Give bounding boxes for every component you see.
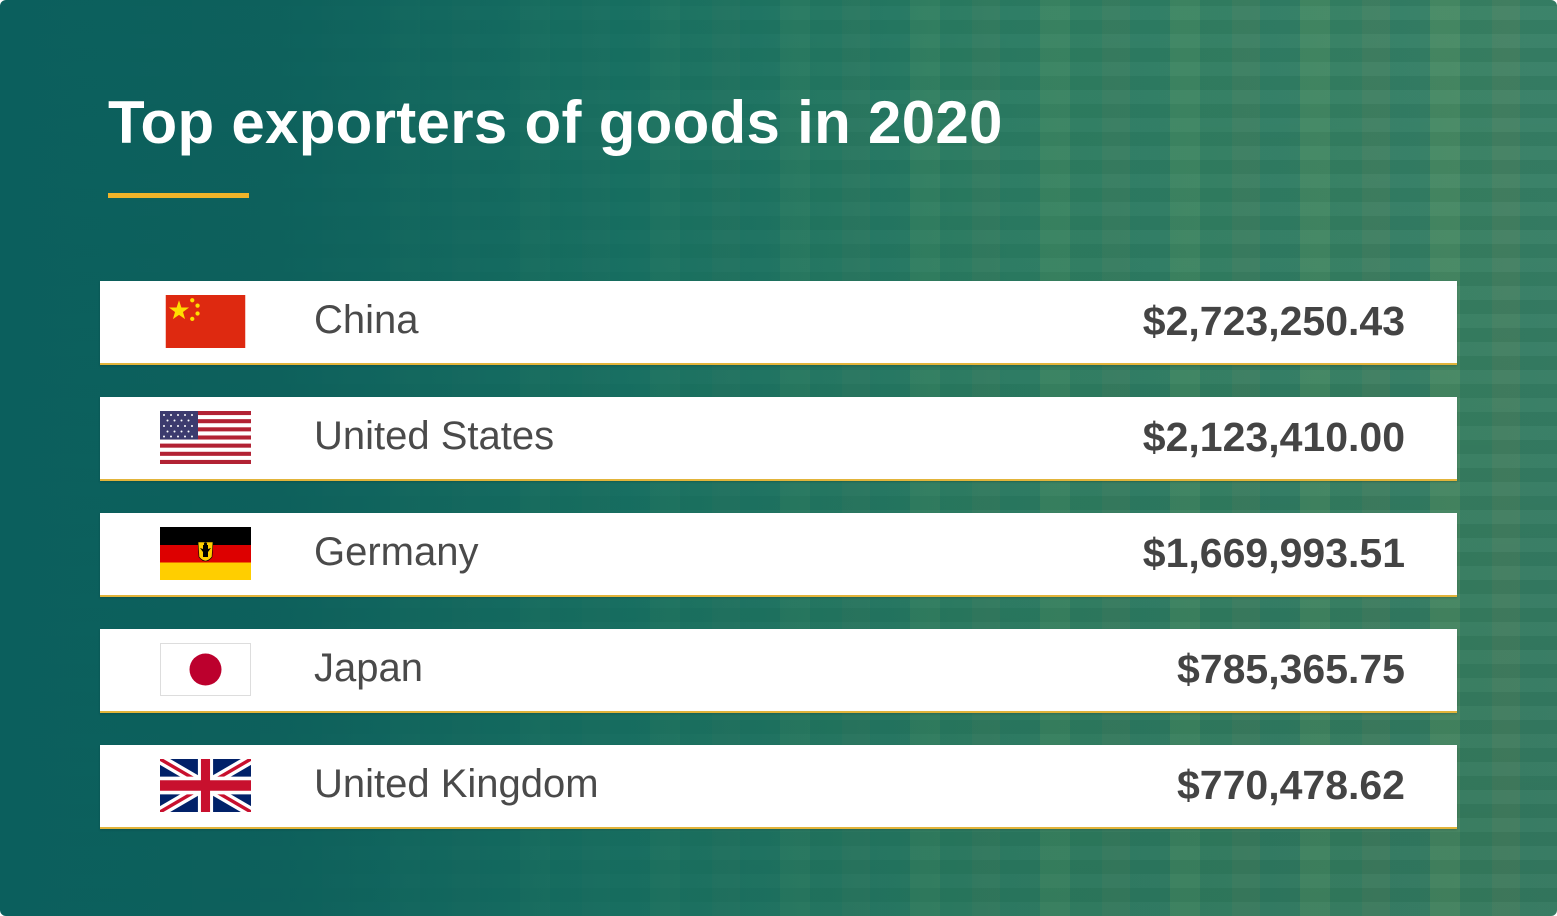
usa-flag-icon bbox=[160, 411, 251, 464]
country-name: United States bbox=[314, 414, 555, 458]
export-value: $770,478.62 bbox=[1176, 762, 1405, 808]
list-item-china: China $2,723,250.43 bbox=[100, 281, 1457, 365]
list-item-united-kingdom: United Kingdom $770,478.62 bbox=[100, 745, 1457, 829]
list-item-germany: Germany $1,669,993.51 bbox=[100, 513, 1457, 597]
china-flag-icon bbox=[165, 295, 246, 348]
country-name: United Kingdom bbox=[314, 762, 599, 806]
export-value: $1,669,993.51 bbox=[1142, 530, 1405, 576]
germany-flag-icon bbox=[160, 527, 251, 580]
export-value: $2,123,410.00 bbox=[1142, 414, 1405, 460]
japan-flag-icon bbox=[160, 643, 251, 696]
page-title: Top exporters of goods in 2020 bbox=[108, 89, 1003, 156]
country-name: Japan bbox=[314, 646, 423, 690]
export-value: $785,365.75 bbox=[1176, 646, 1405, 692]
list-item-united-states: United States $2,123,410.00 bbox=[100, 397, 1457, 481]
country-name: Germany bbox=[314, 530, 479, 574]
exporters-list: China $2,723,250.43 bbox=[100, 281, 1457, 861]
list-item-japan: Japan $785,365.75 bbox=[100, 629, 1457, 713]
uk-flag-icon bbox=[160, 759, 251, 812]
title-underline bbox=[108, 193, 249, 198]
export-value: $2,723,250.43 bbox=[1142, 298, 1405, 344]
country-name: China bbox=[314, 298, 419, 342]
